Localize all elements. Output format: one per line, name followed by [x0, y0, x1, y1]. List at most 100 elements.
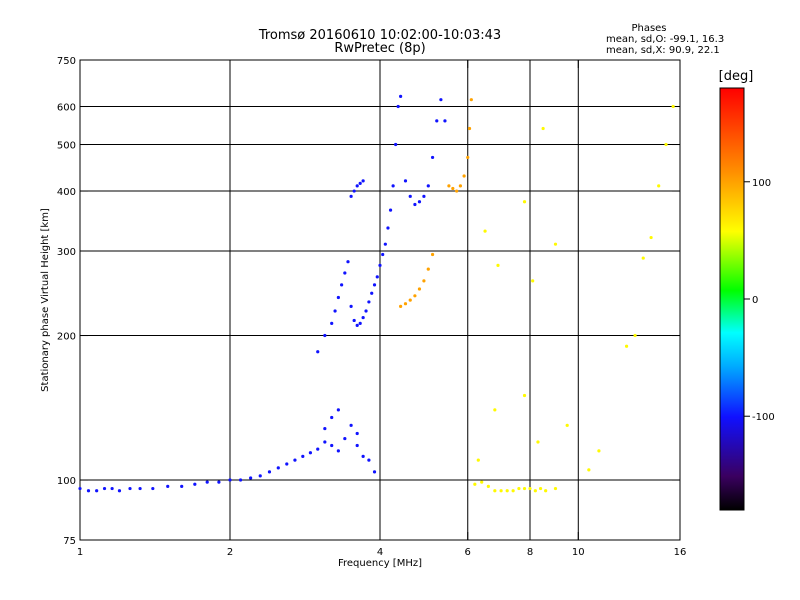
data-point: [316, 447, 320, 451]
data-point: [536, 440, 540, 444]
data-point: [467, 126, 472, 131]
data-point: [364, 309, 368, 313]
data-point: [336, 449, 340, 453]
y-tick-label: 400: [57, 187, 76, 198]
data-point: [383, 242, 387, 246]
data-point: [522, 393, 527, 398]
data-point: [355, 323, 359, 327]
data-point: [399, 304, 403, 309]
data-point: [403, 179, 408, 183]
data-point: [505, 489, 509, 493]
data-point: [422, 279, 426, 283]
data-point: [205, 480, 209, 484]
colorbar-ticks: 100 0 -100: [744, 178, 775, 423]
data-point: [480, 480, 484, 484]
axis-ticks: 1 2 4 6 8 10 16 75 100 200 300 400 500 600 750: [57, 56, 686, 558]
x-tick-label: 16: [674, 547, 687, 558]
data-point: [430, 252, 435, 257]
data-point: [496, 263, 500, 267]
data-point: [333, 309, 337, 313]
data-point: [323, 440, 327, 444]
colorbar-label: [deg]: [719, 69, 754, 84]
data-point: [349, 304, 353, 309]
y-tick-label: 750: [57, 56, 76, 67]
data-point: [349, 194, 353, 198]
grid: [80, 60, 680, 540]
data-point: [408, 298, 412, 302]
data-point: [361, 315, 365, 320]
data-point: [367, 300, 371, 304]
data-point: [466, 155, 470, 160]
data-point: [249, 476, 253, 480]
data-point: [95, 489, 99, 493]
data-point: [657, 184, 661, 188]
data-point: [180, 484, 184, 488]
data-point: [408, 194, 412, 198]
data-point: [476, 458, 480, 462]
data-point: [443, 119, 447, 123]
data-point: [355, 443, 359, 448]
data-point: [346, 260, 350, 264]
data-point: [553, 486, 558, 491]
data-point: [462, 174, 466, 178]
data-point: [388, 208, 393, 212]
data-point: [308, 451, 313, 455]
data-point: [316, 350, 320, 354]
data-point: [671, 104, 675, 109]
data-point: [391, 184, 395, 188]
data-point: [624, 344, 629, 348]
data-point: [483, 229, 487, 233]
data-points: [78, 94, 675, 493]
colorbar-tick-label: -100: [752, 412, 775, 423]
data-point: [372, 470, 377, 474]
data-point: [378, 263, 382, 267]
data-point: [301, 454, 305, 459]
data-point: [413, 294, 417, 298]
x-tick-label: 6: [465, 547, 471, 558]
data-point: [258, 474, 262, 478]
data-point: [193, 482, 197, 486]
data-point: [422, 194, 426, 198]
data-point: [372, 283, 377, 287]
data-point: [649, 235, 653, 240]
data-point: [330, 443, 334, 448]
data-point: [417, 200, 422, 204]
data-point: [293, 458, 297, 462]
x-tick-label: 4: [377, 547, 383, 558]
data-point: [435, 119, 439, 123]
data-point: [633, 333, 637, 338]
data-point: [473, 482, 477, 486]
colorbar-tick-label: 0: [752, 295, 758, 306]
data-point: [426, 184, 430, 188]
data-point: [544, 489, 548, 493]
data-point: [417, 287, 422, 291]
stats-line-x: mean, sd,X: 90.9, 22.1: [606, 45, 720, 56]
data-point: [361, 179, 365, 183]
data-point: [336, 408, 340, 412]
data-point: [394, 142, 398, 147]
data-point: [267, 470, 272, 474]
data-point: [238, 478, 243, 482]
colorbar: [719, 87, 745, 511]
data-point: [370, 291, 374, 295]
data-point: [493, 408, 497, 412]
x-tick-label: 8: [527, 547, 533, 558]
data-point: [587, 468, 591, 472]
data-point: [469, 98, 473, 102]
data-point: [403, 302, 408, 306]
data-point: [330, 415, 334, 420]
data-point: [499, 489, 503, 493]
data-point: [128, 486, 132, 491]
y-tick-label: 100: [57, 476, 76, 487]
data-point: [413, 202, 417, 207]
data-point: [553, 242, 558, 246]
data-point: [323, 333, 327, 338]
x-tick-label: 10: [572, 547, 585, 558]
data-point: [355, 431, 359, 436]
y-tick-label: 500: [57, 141, 76, 152]
data-point: [664, 142, 668, 147]
data-point: [451, 186, 455, 191]
data-point: [528, 486, 532, 491]
x-tick-label: 2: [227, 547, 233, 558]
data-point: [430, 155, 435, 160]
